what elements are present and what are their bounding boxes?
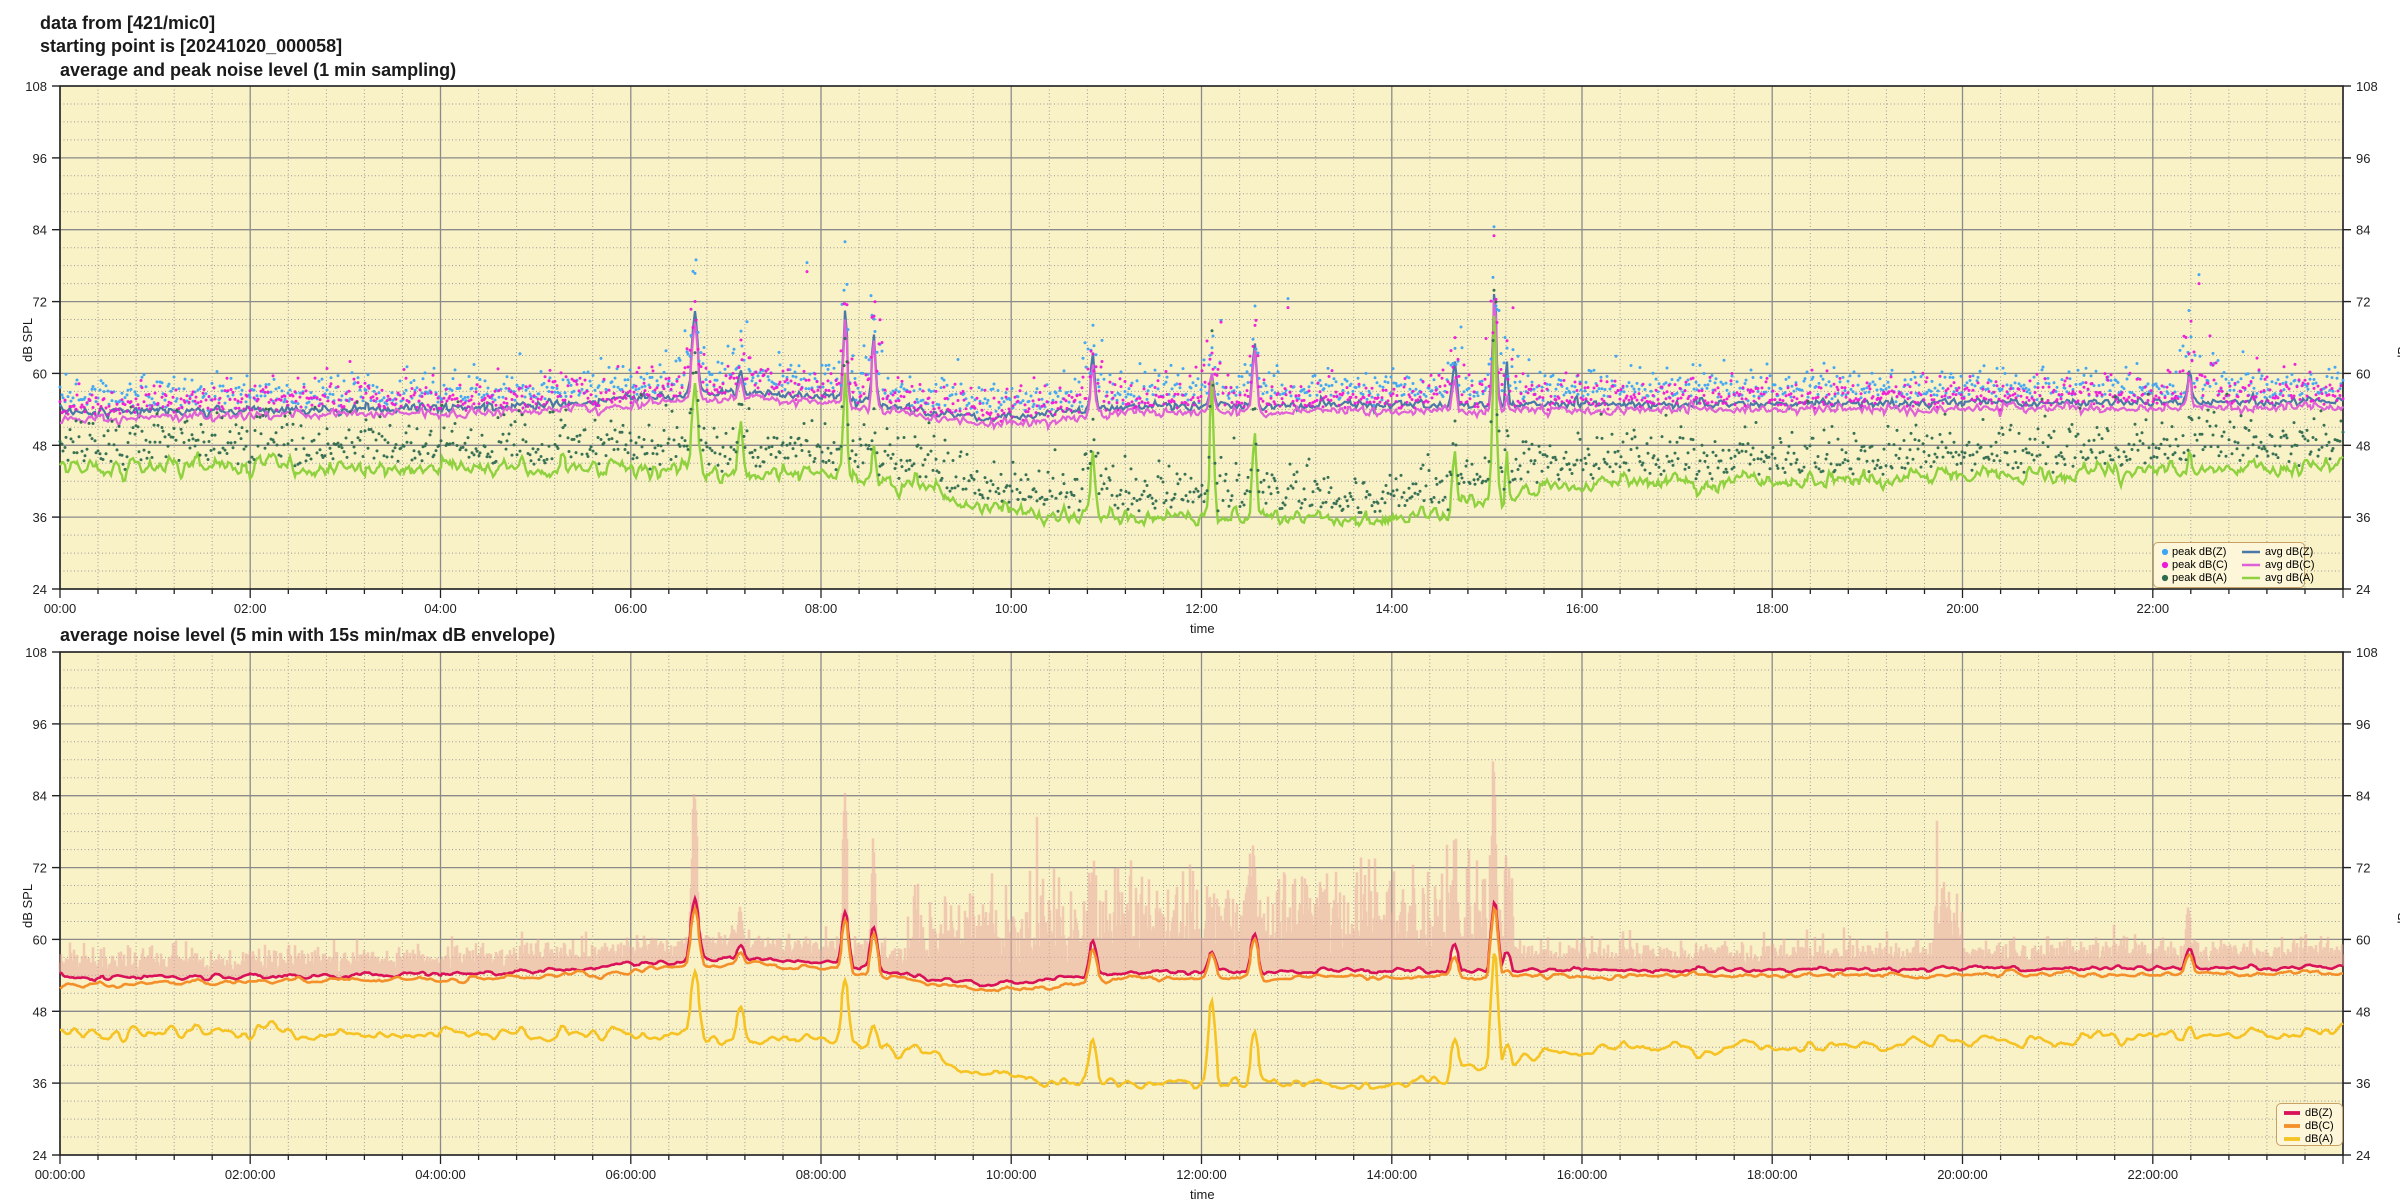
- svg-text:60: 60: [2356, 932, 2370, 947]
- svg-text:10:00: 10:00: [995, 601, 1028, 616]
- svg-text:36: 36: [33, 1076, 47, 1091]
- svg-text:22:00:00: 22:00:00: [2127, 1167, 2178, 1182]
- svg-text:108: 108: [2356, 645, 2378, 660]
- svg-text:18:00:00: 18:00:00: [1747, 1167, 1798, 1182]
- svg-text:04:00:00: 04:00:00: [415, 1167, 466, 1182]
- svg-text:12:00: 12:00: [1185, 601, 1218, 616]
- svg-text:10:00:00: 10:00:00: [986, 1167, 1037, 1182]
- svg-text:24: 24: [2356, 582, 2370, 597]
- svg-text:16:00: 16:00: [1566, 601, 1599, 616]
- svg-text:72: 72: [33, 861, 47, 876]
- svg-text:36: 36: [2356, 510, 2370, 525]
- svg-text:24: 24: [2356, 1148, 2370, 1163]
- svg-text:60: 60: [33, 932, 47, 947]
- svg-text:48: 48: [33, 438, 47, 453]
- svg-text:60: 60: [33, 366, 47, 381]
- svg-text:48: 48: [2356, 1004, 2370, 1019]
- svg-text:12:00:00: 12:00:00: [1176, 1167, 1227, 1182]
- svg-text:00:00:00: 00:00:00: [35, 1167, 86, 1182]
- svg-text:08:00: 08:00: [805, 601, 838, 616]
- svg-text:60: 60: [2356, 366, 2370, 381]
- svg-text:84: 84: [33, 789, 47, 804]
- svg-text:72: 72: [2356, 861, 2370, 876]
- svg-text:02:00:00: 02:00:00: [225, 1167, 276, 1182]
- svg-text:108: 108: [25, 645, 47, 660]
- svg-text:72: 72: [33, 295, 47, 310]
- svg-text:20:00: 20:00: [1946, 601, 1979, 616]
- svg-text:24: 24: [33, 582, 47, 597]
- svg-text:96: 96: [2356, 717, 2370, 732]
- svg-text:16:00:00: 16:00:00: [1557, 1167, 1608, 1182]
- svg-text:18:00: 18:00: [1756, 601, 1789, 616]
- svg-text:84: 84: [2356, 223, 2370, 238]
- svg-text:96: 96: [33, 151, 47, 166]
- svg-text:36: 36: [33, 510, 47, 525]
- svg-text:84: 84: [33, 223, 47, 238]
- svg-text:06:00:00: 06:00:00: [605, 1167, 656, 1182]
- svg-text:14:00:00: 14:00:00: [1366, 1167, 1417, 1182]
- svg-text:22:00: 22:00: [2137, 601, 2170, 616]
- svg-text:14:00: 14:00: [1376, 601, 1409, 616]
- svg-text:84: 84: [2356, 789, 2370, 804]
- svg-text:108: 108: [2356, 79, 2378, 94]
- svg-text:96: 96: [33, 717, 47, 732]
- svg-text:02:00: 02:00: [234, 601, 267, 616]
- svg-text:48: 48: [2356, 438, 2370, 453]
- svg-text:72: 72: [2356, 295, 2370, 310]
- svg-text:08:00:00: 08:00:00: [796, 1167, 847, 1182]
- svg-text:06:00: 06:00: [615, 601, 648, 616]
- svg-text:00:00: 00:00: [44, 601, 77, 616]
- svg-text:108: 108: [25, 79, 47, 94]
- svg-text:24: 24: [33, 1148, 47, 1163]
- svg-text:20:00:00: 20:00:00: [1937, 1167, 1988, 1182]
- svg-text:96: 96: [2356, 151, 2370, 166]
- svg-text:48: 48: [33, 1004, 47, 1019]
- svg-text:04:00: 04:00: [424, 601, 457, 616]
- svg-text:36: 36: [2356, 1076, 2370, 1091]
